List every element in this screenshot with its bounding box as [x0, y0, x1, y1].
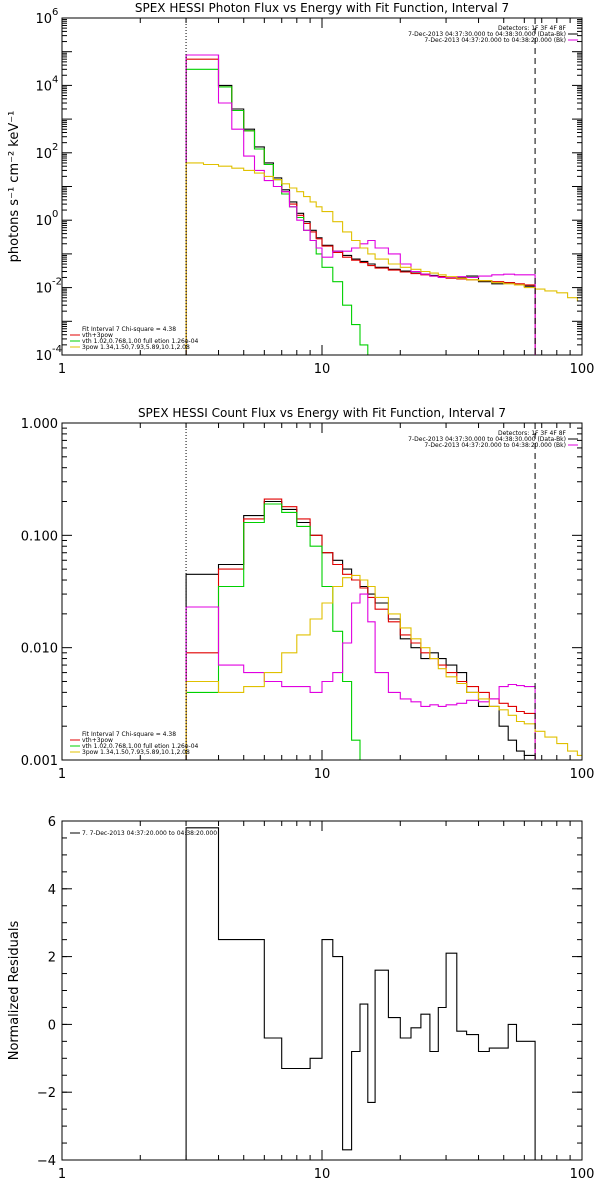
series-3-line	[185, 68, 389, 355]
y-axis-label: photons s⁻¹ cm⁻² keV⁻¹	[7, 111, 22, 263]
y-tick-label: 6	[48, 815, 56, 830]
x-tick-label: 100	[570, 1167, 595, 1182]
y-tick-label: −4	[37, 1154, 56, 1169]
x-tick-label: 1	[58, 1167, 66, 1182]
series-5-line	[185, 574, 582, 760]
y-tick-label: 4	[48, 883, 56, 898]
y-tick-label: 0.010	[21, 642, 58, 657]
x-tick-label: 100	[570, 767, 595, 782]
legend-top-right-text: 7-Dec-2013 04:37:20.000 to 04:38:20.000 …	[424, 442, 566, 449]
series-5-line	[185, 162, 582, 355]
series-group	[185, 54, 582, 355]
x-tick-label: 10	[314, 767, 331, 782]
panel-1: SPEX HESSI Photon Flux vs Energy with Fi…	[7, 1, 594, 377]
y-tick-label: −2	[37, 1086, 56, 1101]
x-tick-label: 10	[314, 1167, 331, 1182]
y-tick-label: 10	[35, 12, 52, 27]
legend-top-left-text: 7. 7-Dec-2013 04:37:20.000 to 04:38:20.0…	[82, 830, 217, 837]
legend-bottom-left-text: vth+3pow	[82, 332, 113, 339]
legend-bottom-left-text: vth+3pow	[82, 737, 113, 744]
legend-bottom-left-text: 3pow 1.34,1.50,7.93,5.89,10.1,2.08	[82, 749, 190, 756]
y-tick-exponent: -4	[52, 344, 62, 355]
series-group	[185, 827, 536, 1160]
y-tick-exponent: -2	[52, 277, 62, 288]
x-tick-label: 10	[314, 362, 331, 377]
series-4-line	[185, 54, 536, 355]
y-tick-label: 10	[35, 349, 52, 364]
legend-top-right-text: 7-Dec-2013 04:37:20.000 to 04:38:20.000 …	[424, 37, 566, 44]
x-tick-label: 100	[570, 362, 595, 377]
legend-top-right-text: Detectors: 1F 3F 4F 8F	[498, 25, 567, 32]
y-tick-exponent: 6	[52, 7, 58, 18]
y-axis-label: Normalized Residuals	[7, 921, 22, 1061]
x-tick-label: 1	[58, 767, 66, 782]
legend-bottom-left-text: vth 1.02,0.768,1.00 full etion 1.26e-04	[82, 743, 199, 750]
y-tick-label: 0	[48, 1018, 56, 1033]
y-tick-label: 1.000	[21, 417, 58, 432]
chart-title: SPEX HESSI Count Flux vs Energy with Fit…	[138, 406, 506, 420]
y-tick-label: 10	[35, 214, 52, 229]
series-3-line	[185, 503, 368, 760]
y-tick-label: 2	[48, 951, 56, 966]
legend-top-right-text: Detectors: 1F 3F 4F 8F	[498, 430, 567, 437]
series-4-line	[185, 593, 536, 760]
legend-top-right-text: 7-Dec-2013 04:37:30.000 to 04:38:30.000 …	[408, 436, 566, 443]
legend-bottom-left-text: 3pow 1.34,1.50,7.93,5.89,10.1,2.08	[82, 344, 190, 351]
y-tick-label: 10	[35, 79, 52, 94]
x-tick-label: 1	[58, 362, 66, 377]
y-tick-exponent: 0	[52, 209, 58, 220]
y-tick-label: 10	[35, 147, 52, 162]
legend-bottom-left-text: vth 1.02,0.768,1.00 full etion 1.26e-04	[82, 338, 199, 345]
series-1-line	[185, 827, 536, 1160]
y-tick-label: 0.100	[21, 529, 58, 544]
series-group	[185, 498, 582, 760]
y-tick-label: 10	[35, 282, 52, 297]
panel-3: 1 10 100 −4 −2 0 2 4 6 Normalized Residuals 7. 7-D…	[7, 815, 594, 1182]
panel-2: SPEX HESSI Count Flux vs Energy with Fit…	[21, 406, 595, 782]
y-tick-exponent: 4	[52, 74, 58, 85]
legend-top-right-text: 7-Dec-2013 04:37:30.000 to 04:38:30.000 …	[408, 31, 566, 38]
y-tick-label: 0.001	[21, 754, 58, 769]
y-tick-exponent: 2	[52, 142, 58, 153]
legend-bottom-left-text: Fit Interval 7 Chi-square = 4.38	[82, 326, 176, 333]
chart-title: SPEX HESSI Photon Flux vs Energy with Fi…	[135, 1, 509, 15]
legend-bottom-left-text: Fit Interval 7 Chi-square = 4.38	[82, 731, 176, 738]
